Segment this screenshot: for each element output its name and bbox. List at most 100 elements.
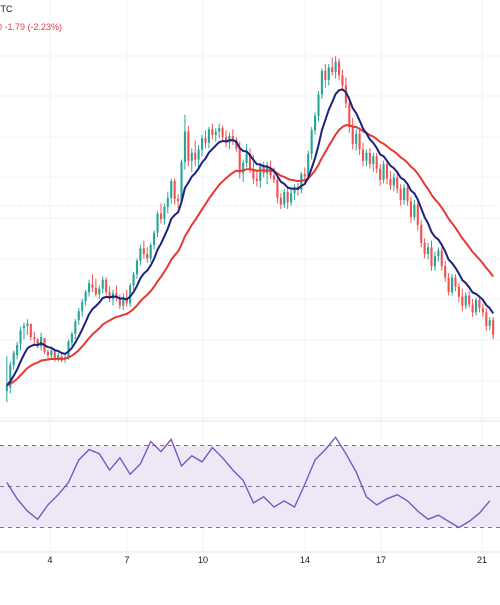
candle-down xyxy=(276,179,279,198)
candle-up xyxy=(307,153,310,177)
candle-down xyxy=(492,320,495,335)
candle-down xyxy=(204,138,207,143)
candle-up xyxy=(84,292,87,302)
candle-up xyxy=(170,180,173,198)
candle-down xyxy=(341,75,344,86)
candle-down xyxy=(361,149,365,161)
candle-down xyxy=(461,296,464,306)
candle-down xyxy=(457,286,460,297)
candle-up xyxy=(183,131,186,162)
candle-down xyxy=(29,323,32,338)
candle-up xyxy=(87,283,91,293)
ma-slow-line xyxy=(6,124,494,387)
candle-up xyxy=(5,385,8,392)
candle-down xyxy=(125,297,128,304)
candle-down xyxy=(420,224,423,243)
candle-down xyxy=(118,297,121,306)
candle-up xyxy=(259,166,262,181)
x-tick-label: 21 xyxy=(477,555,487,565)
candle-up xyxy=(70,333,73,343)
candle-up xyxy=(16,344,19,356)
candle-up xyxy=(372,156,375,165)
candle-down xyxy=(385,164,389,179)
candle-up xyxy=(474,300,478,313)
candle-down xyxy=(351,127,354,144)
candle-down xyxy=(238,148,241,174)
candle-up xyxy=(9,365,12,388)
candle-down xyxy=(177,198,180,202)
candle-up xyxy=(156,213,159,233)
candle-up xyxy=(355,133,358,144)
candle-up xyxy=(57,355,60,360)
candle-up xyxy=(135,260,139,275)
rsi-panel xyxy=(0,436,500,529)
candle-up xyxy=(464,295,467,306)
candle-down xyxy=(91,284,94,288)
candle-up xyxy=(290,193,293,203)
candle-up xyxy=(320,70,323,95)
candle-down xyxy=(399,188,402,201)
candle-down xyxy=(468,295,471,305)
candle-up xyxy=(433,256,436,267)
candle-down xyxy=(303,174,306,177)
candle-up xyxy=(200,138,204,150)
candle-up xyxy=(19,330,22,344)
candle-up xyxy=(365,152,368,161)
last-price-fragment: 60 xyxy=(0,22,2,32)
candle-up xyxy=(283,192,286,205)
candle-down xyxy=(375,156,378,169)
x-tick-label: 7 xyxy=(124,555,129,565)
candle-up xyxy=(242,162,245,174)
candle-up xyxy=(132,274,135,286)
candle-down xyxy=(286,192,289,203)
candle-down xyxy=(444,266,447,278)
candle-up xyxy=(122,297,125,306)
candle-up xyxy=(22,325,26,329)
change-text: -1.79 (-2.23%) xyxy=(4,22,63,32)
candle-up xyxy=(197,149,200,160)
time-axis: 4 7 10 14 17 21 xyxy=(47,555,487,565)
candle-down xyxy=(331,67,334,72)
candle-down xyxy=(324,70,327,80)
candle-up xyxy=(98,288,101,295)
candle-down xyxy=(255,178,258,181)
candle-down xyxy=(159,213,163,220)
candle-down xyxy=(396,177,399,189)
candle-up xyxy=(310,130,313,154)
candle-down xyxy=(485,312,488,326)
candle-down xyxy=(481,307,484,313)
candle-down xyxy=(389,178,392,186)
moving-averages-layer xyxy=(6,88,495,387)
candle-down xyxy=(454,277,457,287)
candle-up xyxy=(40,337,43,347)
candle-up xyxy=(50,350,53,356)
candle-up xyxy=(488,320,491,326)
candle-down xyxy=(53,350,56,360)
candle-up xyxy=(74,321,77,334)
x-tick-label: 4 xyxy=(47,555,52,565)
candle-up xyxy=(12,352,15,366)
candle-up xyxy=(437,250,440,257)
candle-down xyxy=(478,300,481,308)
candle-down xyxy=(416,204,419,225)
candle-down xyxy=(36,339,39,347)
candle-down xyxy=(221,128,224,138)
candle-down xyxy=(46,351,50,356)
candle-down xyxy=(358,133,361,150)
candle-down xyxy=(430,247,433,267)
candle-down xyxy=(447,277,450,293)
candle-down xyxy=(337,61,341,76)
candle-up xyxy=(214,131,217,135)
candle-up xyxy=(207,129,210,143)
candle-down xyxy=(231,135,234,140)
candle-up xyxy=(26,323,29,326)
candle-up xyxy=(101,279,104,289)
candle-up xyxy=(153,232,156,245)
x-tick-label: 17 xyxy=(376,555,386,565)
candle-up xyxy=(327,67,330,80)
legend-header: UTC 60 -1.79 (-2.23%) xyxy=(0,4,500,36)
candle-down xyxy=(471,304,474,313)
candle-up xyxy=(67,341,70,358)
